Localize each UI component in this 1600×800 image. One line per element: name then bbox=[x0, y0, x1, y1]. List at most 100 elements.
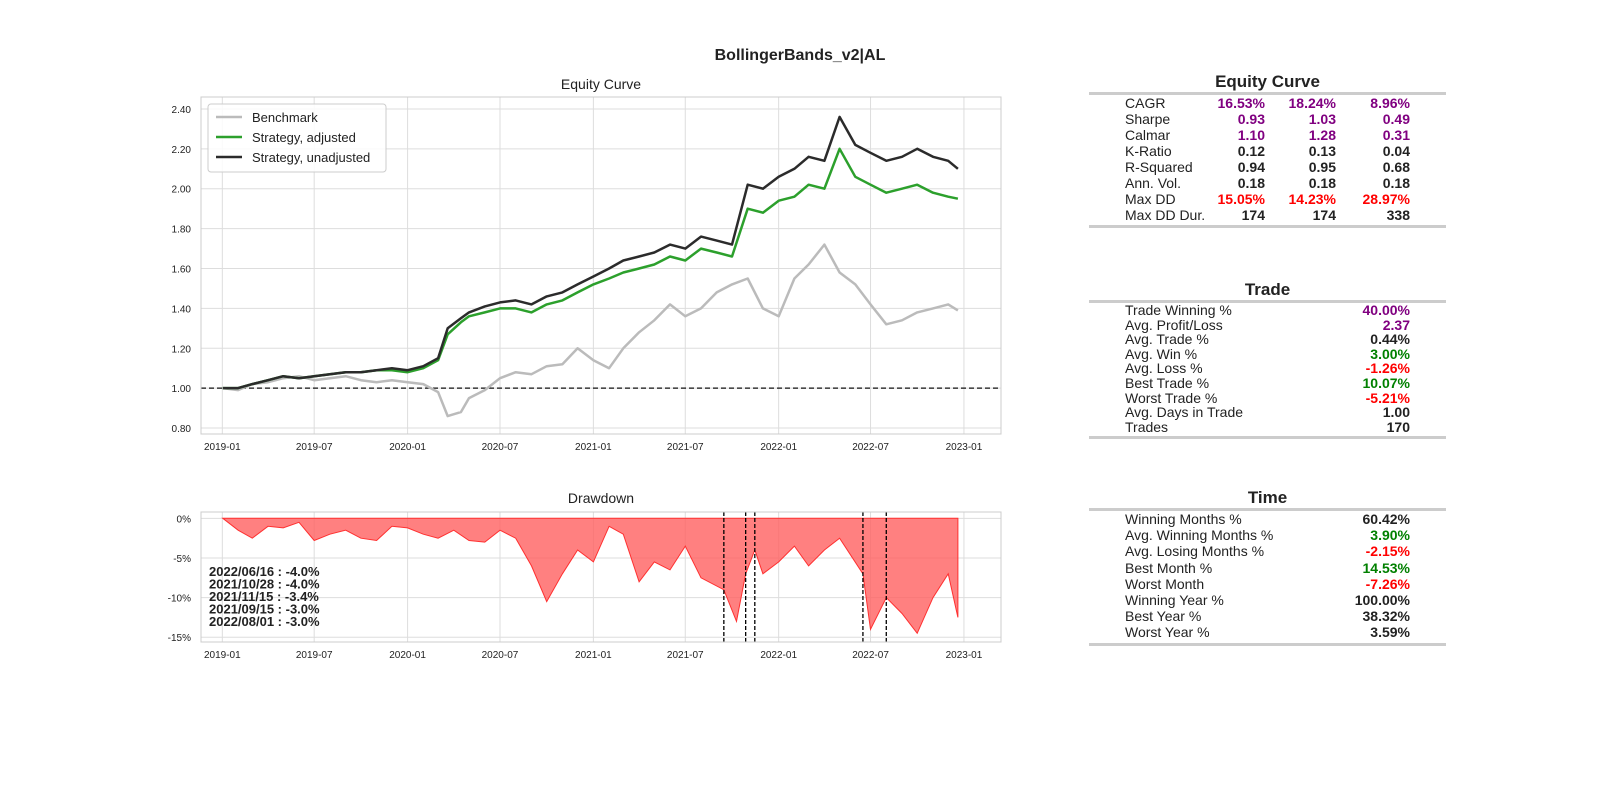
equity-x-tick-label: 2022-07 bbox=[852, 442, 889, 453]
row-value: 0.18 bbox=[1308, 175, 1336, 191]
table-row: Max DD Dur. 174 174 338 bbox=[1089, 207, 1446, 223]
row-value: 1.10 bbox=[1237, 127, 1265, 143]
row-value: 3.90% bbox=[1370, 527, 1410, 544]
drawdown-annotation: 2021/10/28 : -4.0% bbox=[209, 577, 320, 592]
row-value: 0.93 bbox=[1237, 111, 1265, 127]
row-value: 0.18 bbox=[1382, 175, 1410, 191]
row-label: Sharpe bbox=[1125, 111, 1171, 127]
row-label: R-Squared bbox=[1125, 159, 1193, 175]
row-label: CAGR bbox=[1125, 95, 1166, 111]
equity-y-tick-label: 2.20 bbox=[172, 145, 192, 156]
row-value: -7.26% bbox=[1365, 575, 1410, 592]
row-label: Calmar bbox=[1125, 127, 1171, 143]
table-row: Best Year % 38.32% bbox=[1089, 608, 1446, 624]
equity-x-tick-label: 2019-01 bbox=[204, 442, 241, 453]
drawdown-x-tick-label: 2021-07 bbox=[667, 650, 704, 661]
equity-x-tick-label: 2020-07 bbox=[482, 442, 519, 453]
table-row: Avg. Win % 3.00% bbox=[1089, 347, 1446, 362]
table-row: Best Trade % 10.07% bbox=[1089, 376, 1446, 391]
row-value: 338 bbox=[1386, 207, 1410, 223]
drawdown-annotation: 2022/08/01 : -3.0% bbox=[209, 614, 320, 629]
row-value: 40.00% bbox=[1362, 302, 1410, 318]
row-label: Best Month % bbox=[1125, 559, 1213, 576]
row-value: 60.42% bbox=[1362, 511, 1410, 527]
drawdown-x-tick-label: 2022-07 bbox=[852, 650, 889, 661]
table-row: Best Month % 14.53% bbox=[1089, 560, 1446, 576]
table-row: CAGR 16.53% 18.24% 8.96% bbox=[1089, 95, 1446, 111]
table-top-rule bbox=[1089, 508, 1446, 511]
equity-y-tick-label: 1.60 bbox=[172, 264, 192, 275]
drawdown-y-tick-label: -5% bbox=[173, 554, 191, 565]
table-row: K-Ratio 0.12 0.13 0.04 bbox=[1089, 143, 1446, 159]
row-label: Avg. Win % bbox=[1125, 345, 1198, 362]
drawdown-x-tick-label: 2021-01 bbox=[575, 650, 612, 661]
equity-legend: Benchmark Strategy, adjusted Strategy, una… bbox=[207, 103, 387, 173]
row-value: 0.94 bbox=[1237, 159, 1265, 175]
row-label: Ann. Vol. bbox=[1125, 175, 1182, 191]
drawdown-x-tick-labels: 2019-01 2019-07 2020-01 2020-07 2021-01 2021-… bbox=[204, 650, 983, 661]
table-row: Avg. Winning Months % 3.90% bbox=[1089, 527, 1446, 543]
row-value: -2.15% bbox=[1365, 543, 1410, 560]
equity-y-tick-label: 1.00 bbox=[172, 384, 192, 395]
equity-stats-rows: CAGR 16.53% 18.24% 8.96% Sharpe 0.93 1.03 0.49 C… bbox=[1089, 95, 1446, 225]
row-value: 1.28 bbox=[1308, 127, 1336, 143]
row-value: 0.44% bbox=[1370, 331, 1410, 348]
row-label: Worst Year % bbox=[1125, 624, 1210, 641]
table-row: Calmar 1.10 1.28 0.31 bbox=[1089, 127, 1446, 143]
table-top-rule bbox=[1089, 92, 1446, 95]
drawdown-x-tick-label: 2019-07 bbox=[296, 650, 333, 661]
equity-y-tick-label: 2.00 bbox=[172, 185, 192, 196]
row-value: 16.53% bbox=[1217, 95, 1265, 111]
equity-y-tick-label: 1.20 bbox=[172, 344, 192, 355]
row-label: Avg. Losing Months % bbox=[1125, 543, 1265, 560]
equity-y-tick-label: 0.80 bbox=[172, 424, 192, 435]
equity-y-tick-label: 1.40 bbox=[172, 304, 192, 315]
table-row: Worst Trade % -5.21% bbox=[1089, 389, 1446, 406]
row-label: Worst Trade % bbox=[1125, 389, 1218, 406]
row-label: Max DD bbox=[1125, 191, 1176, 207]
table-row: Trade Winning % 40.00% bbox=[1089, 303, 1446, 318]
table-row: Worst Month -7.26% bbox=[1089, 576, 1446, 592]
row-label: Winning Months % bbox=[1125, 511, 1242, 527]
row-value: 174 bbox=[1241, 207, 1265, 223]
equity-x-tick-label: 2019-07 bbox=[296, 442, 333, 453]
legend-box bbox=[207, 103, 387, 173]
equity-lines bbox=[222, 115, 959, 418]
equity-stats-title: Equity Curve bbox=[1215, 72, 1320, 91]
row-value: 0.04 bbox=[1382, 143, 1410, 159]
row-value: 14.53% bbox=[1362, 559, 1410, 576]
row-label: Best Year % bbox=[1125, 608, 1202, 625]
row-value: 38.32% bbox=[1362, 608, 1410, 625]
row-label: Avg. Trade % bbox=[1125, 331, 1209, 348]
equity-y-tick-label: 1.80 bbox=[172, 225, 192, 236]
equity-x-tick-label: 2021-01 bbox=[575, 442, 612, 453]
row-value: 0.31 bbox=[1382, 127, 1410, 143]
equity-stats-table: Equity Curve CAGR 16.53% 18.24% 8.96% Sharpe… bbox=[1089, 72, 1446, 228]
equity-chart-title: Equity Curve bbox=[561, 76, 641, 92]
row-value: 28.97% bbox=[1362, 191, 1410, 207]
table-row: Avg. Profit/Loss 2.37 bbox=[1089, 316, 1446, 333]
table-row: R-Squared 0.94 0.95 0.68 bbox=[1089, 159, 1446, 175]
drawdown-x-tick-label: 2023-01 bbox=[946, 650, 983, 661]
row-value: 3.00% bbox=[1370, 345, 1410, 362]
row-value: 174 bbox=[1312, 207, 1336, 223]
row-value: -1.26% bbox=[1365, 360, 1410, 377]
equity-x-tick-label: 2022-01 bbox=[760, 442, 797, 453]
equity-plot-frame bbox=[200, 96, 1002, 435]
row-value: 2.37 bbox=[1382, 316, 1410, 333]
table-row: Winning Months % 60.42% bbox=[1089, 511, 1446, 527]
trade-stats-table: Trade Trade Winning % 40.00% Avg. Profit/L… bbox=[1089, 280, 1446, 440]
row-label: Max DD Dur. bbox=[1125, 207, 1206, 223]
table-bottom-rule bbox=[1089, 436, 1446, 440]
drawdown-annotation: 2022/06/16 : -4.0% bbox=[209, 564, 320, 579]
time-stats-title: Time bbox=[1247, 488, 1288, 507]
equity-series-line-2 bbox=[222, 115, 959, 390]
drawdown-x-tick-label: 2020-01 bbox=[389, 650, 426, 661]
drawdown-x-tick-label: 2020-07 bbox=[482, 650, 519, 661]
drawdown-chart-title: Drawdown bbox=[568, 490, 634, 506]
equity-x-tick-labels: 2019-01 2019-07 2020-01 2020-07 2021-01 2021-… bbox=[204, 442, 983, 453]
row-value: 170 bbox=[1386, 418, 1410, 435]
equity-series-line-0 bbox=[222, 243, 959, 418]
table-top-rule bbox=[1089, 300, 1446, 303]
row-value: 0.13 bbox=[1308, 143, 1336, 159]
